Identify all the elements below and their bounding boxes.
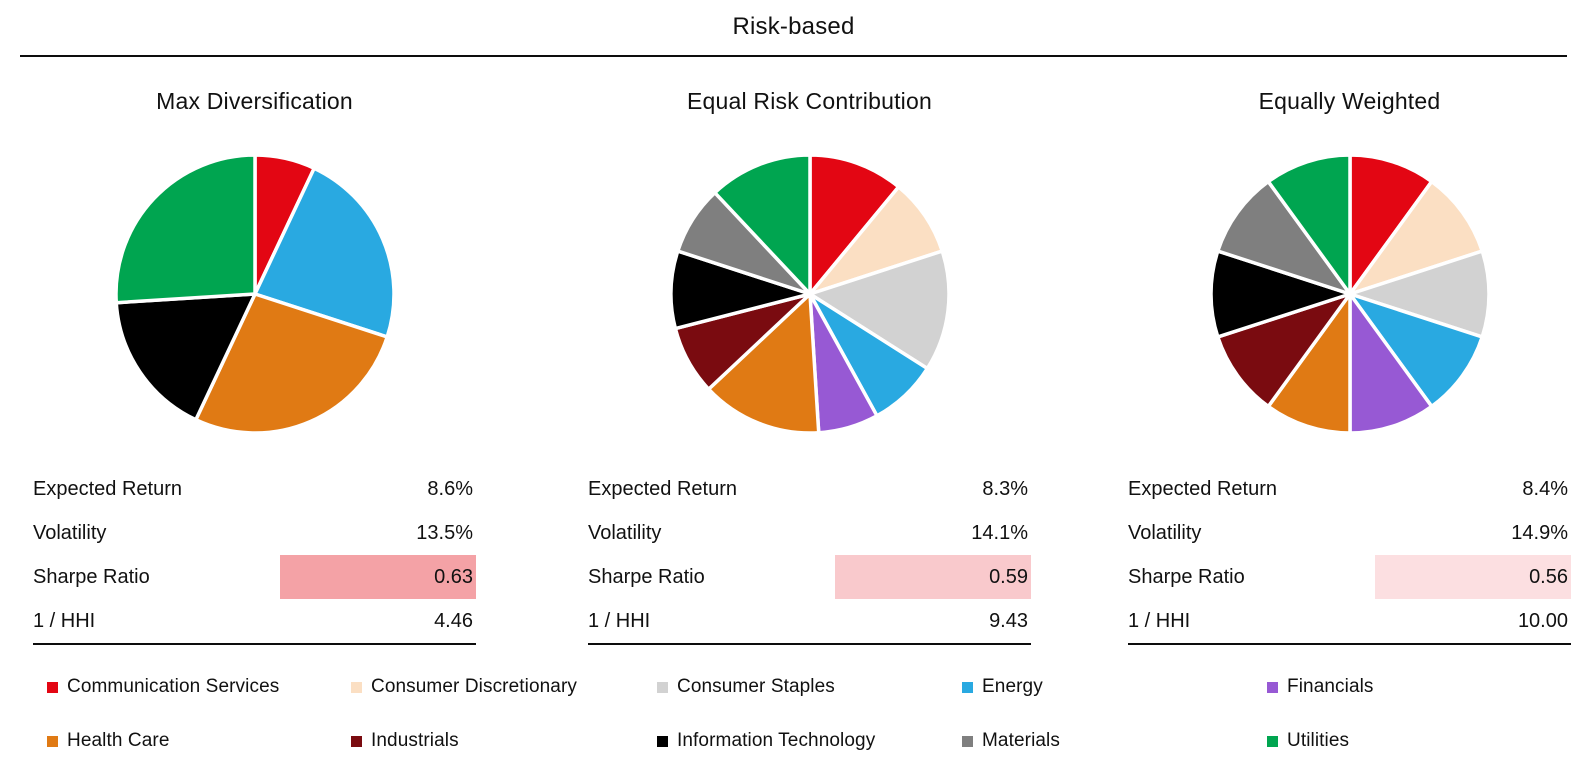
metric-row-volatility: Volatility 13.5%: [33, 511, 476, 555]
pie-chart-equal-risk-contribution: [588, 152, 1031, 436]
metrics-table: Expected Return 8.3% Volatility 14.1% Sharpe…: [588, 467, 1031, 645]
legend-swatch-icon: [657, 681, 668, 693]
pie-slice-health-care: [193, 292, 389, 435]
legend-item-consumer-discretionary: Consumer Discretionary: [351, 676, 577, 698]
legend-label: Communication Services: [67, 676, 280, 697]
legend-swatch-icon: [657, 735, 668, 747]
metric-value: 0.56: [1375, 555, 1571, 599]
portfolio-title: Equally Weighted: [1258, 88, 1441, 114]
legend-item-utilities: Utilities: [1267, 730, 1349, 752]
metric-row-sharpe-ratio: Sharpe Ratio 0.56: [1128, 555, 1571, 599]
legend-item-consumer-staples: Consumer Staples: [657, 676, 835, 698]
metric-label: Expected Return: [1128, 477, 1277, 500]
pie-slice-health-care: [706, 292, 820, 435]
metric-value: 14.9%: [1511, 521, 1568, 544]
legend-item-information-technology: Information Technology: [657, 730, 875, 752]
metric-row-1-hhi: 1 / HHI 10.00: [1128, 599, 1571, 643]
metric-row-sharpe-ratio: Sharpe Ratio 0.63: [33, 555, 476, 599]
legend-item-materials: Materials: [962, 730, 1060, 752]
pie-slice-consumer-staples: [807, 249, 951, 371]
metric-value: 9.43: [989, 609, 1028, 632]
metrics-table: Expected Return 8.4% Volatility 14.9% Sharpe…: [1128, 467, 1571, 645]
legend-label: Energy: [982, 676, 1043, 697]
legend-item-health-care: Health Care: [47, 730, 169, 752]
metric-value: 10.00: [1517, 609, 1568, 632]
pie-slice-information-technology: [114, 292, 257, 422]
pie-slice-communication-services: [807, 153, 900, 296]
metric-value: 8.6%: [427, 477, 473, 500]
portfolio-column-equally-weighted: Equally Weighted Expected Return 8.4% Vola…: [1128, 86, 1571, 645]
legend-label: Financials: [1287, 676, 1374, 697]
legend-swatch-icon: [1267, 681, 1278, 693]
page-title: Risk-based: [732, 13, 855, 40]
pie-slice-energy: [252, 166, 396, 339]
legend-swatch-icon: [962, 681, 973, 693]
metric-label: 1 / HHI: [588, 609, 651, 632]
metric-row-volatility: Volatility 14.1%: [588, 511, 1031, 555]
metric-label: Volatility: [33, 521, 107, 544]
pie-slice-utilities: [1266, 153, 1352, 296]
pie-chart-equally-weighted: [1128, 152, 1571, 436]
metric-value: 8.4%: [1522, 477, 1568, 500]
metric-value: 14.1%: [971, 521, 1028, 544]
metric-row-expected-return: Expected Return 8.4%: [1128, 467, 1571, 511]
legend-swatch-icon: [47, 681, 58, 693]
metric-row-expected-return: Expected Return 8.6%: [33, 467, 476, 511]
legend-swatch-icon: [1267, 735, 1278, 747]
metric-label: Sharpe Ratio: [1128, 565, 1245, 588]
metric-row-1-hhi: 1 / HHI 4.46: [33, 599, 476, 643]
metric-row-1-hhi: 1 / HHI 9.43: [588, 599, 1031, 643]
legend-item-financials: Financials: [1267, 676, 1374, 698]
legend-swatch-icon: [47, 735, 58, 747]
portfolio-column-max-diversification: Max Diversification Expected Return 8.6% V…: [33, 86, 476, 645]
legend-label: Utilities: [1287, 730, 1350, 751]
portfolio-column-equal-risk-contribution: Equal Risk Contribution Expected Return 8…: [588, 86, 1031, 645]
legend-label: Industrials: [371, 730, 459, 751]
pie-chart-max-diversification: [33, 152, 476, 436]
metric-label: Expected Return: [33, 477, 182, 500]
legend-swatch-icon: [962, 735, 973, 747]
metric-label: Sharpe Ratio: [33, 565, 150, 588]
legend-label: Consumer Discretionary: [371, 676, 577, 697]
legend-label: Information Technology: [677, 730, 876, 751]
metric-value: 13.5%: [416, 521, 473, 544]
metric-value: 8.3%: [982, 477, 1028, 500]
legend-swatch-icon: [351, 735, 362, 747]
legend-label: Materials: [982, 730, 1060, 751]
metric-label: Volatility: [1128, 521, 1202, 544]
metric-value: 0.59: [835, 555, 1031, 599]
metric-row-volatility: Volatility 14.9%: [1128, 511, 1571, 555]
portfolio-title: Equal Risk Contribution: [687, 88, 932, 114]
legend-swatch-icon: [351, 681, 362, 693]
metric-label: Sharpe Ratio: [588, 565, 705, 588]
metric-row-expected-return: Expected Return 8.3%: [588, 467, 1031, 511]
pie-slice-utilities: [113, 153, 257, 305]
metrics-table: Expected Return 8.6% Volatility 13.5% Sharpe…: [33, 467, 476, 645]
header-divider: [20, 55, 1567, 57]
metric-value: 0.63: [280, 555, 476, 599]
metric-label: 1 / HHI: [33, 609, 96, 632]
legend-label: Consumer Staples: [677, 676, 835, 697]
legend-item-energy: Energy: [962, 676, 1043, 698]
metric-label: Expected Return: [588, 477, 737, 500]
metric-value: 4.46: [434, 609, 473, 632]
legend-item-industrials: Industrials: [351, 730, 459, 752]
metric-row-sharpe-ratio: Sharpe Ratio 0.59: [588, 555, 1031, 599]
metric-label: 1 / HHI: [1128, 609, 1191, 632]
pie-slice-utilities: [712, 153, 812, 296]
legend-label: Health Care: [67, 730, 170, 751]
portfolio-title: Max Diversification: [156, 88, 353, 114]
metric-label: Volatility: [588, 521, 662, 544]
legend-item-communication-services: Communication Services: [47, 676, 279, 698]
